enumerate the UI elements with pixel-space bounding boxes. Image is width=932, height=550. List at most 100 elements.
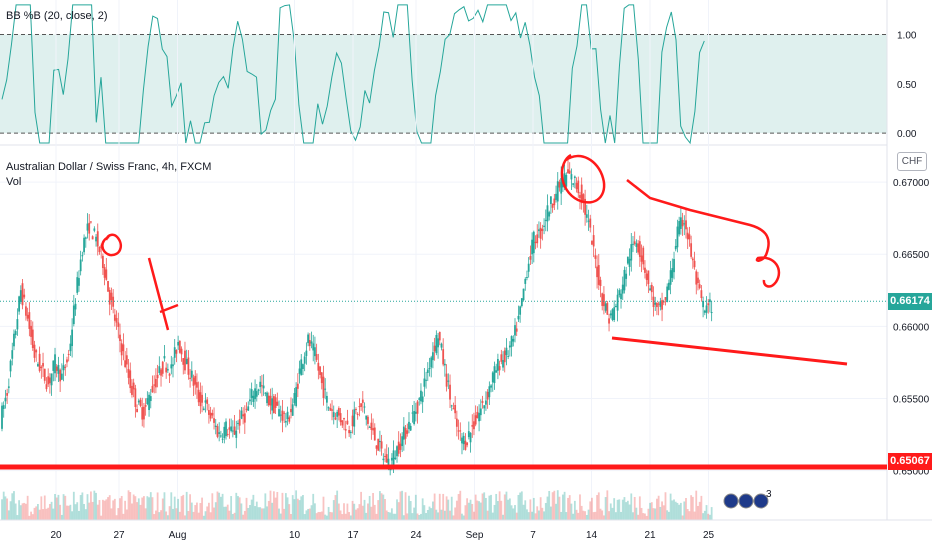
volume-bar bbox=[255, 501, 258, 520]
candle-body bbox=[394, 457, 397, 460]
candle-body bbox=[272, 396, 275, 414]
volume-bar bbox=[54, 494, 56, 520]
candle-body bbox=[151, 385, 154, 393]
volume-bar bbox=[267, 500, 270, 520]
time-axis[interactable]: 20 27 Aug 10 17 24 Sep 7 14 21 25 bbox=[50, 530, 714, 541]
volume-bar bbox=[652, 508, 655, 520]
volume-bar bbox=[668, 511, 670, 520]
volume-bar bbox=[129, 492, 132, 520]
lower-trendline-drawing[interactable] bbox=[611, 336, 848, 366]
volume-bar bbox=[100, 515, 103, 520]
candle-body bbox=[101, 255, 104, 268]
volume-bar bbox=[632, 512, 634, 520]
candle-body bbox=[240, 410, 243, 419]
candle-body bbox=[76, 277, 79, 293]
candle-body bbox=[572, 183, 575, 185]
candle-body bbox=[84, 237, 87, 239]
volume-bar bbox=[514, 505, 516, 520]
candle-body bbox=[95, 236, 97, 242]
candle-body bbox=[72, 305, 75, 325]
volume-bar bbox=[498, 491, 501, 520]
upper-trendline-drawing[interactable] bbox=[626, 179, 781, 288]
volume-bar bbox=[661, 501, 663, 520]
candle-body bbox=[421, 396, 424, 403]
circle-mark-top[interactable] bbox=[560, 153, 606, 204]
volume-bar bbox=[688, 511, 691, 520]
candle-body bbox=[93, 228, 96, 231]
candle-body bbox=[520, 298, 523, 307]
volume-bar bbox=[432, 501, 434, 520]
event-flag-icon[interactable] bbox=[723, 493, 739, 509]
arrow-mark-down[interactable] bbox=[147, 257, 179, 331]
economic-events-icons[interactable]: 3 bbox=[723, 489, 772, 509]
candle-body bbox=[182, 358, 185, 365]
candle-body bbox=[428, 368, 431, 370]
bb-percent-b-pane[interactable] bbox=[0, 4, 887, 145]
candle-body bbox=[300, 359, 303, 376]
volume-bar bbox=[681, 515, 684, 520]
candle-body bbox=[683, 223, 686, 225]
event-flag-icon[interactable] bbox=[738, 493, 754, 509]
candle-body bbox=[457, 430, 460, 432]
volume-bar bbox=[599, 508, 602, 520]
volume-bar bbox=[495, 493, 498, 520]
volume-bar bbox=[67, 505, 70, 520]
volume-bar bbox=[505, 491, 508, 520]
candle-body bbox=[498, 366, 501, 371]
volume-bar bbox=[611, 507, 614, 520]
volume-bar bbox=[43, 495, 46, 520]
volume-bar bbox=[110, 508, 113, 520]
candle-body bbox=[505, 347, 508, 356]
candle-body bbox=[502, 359, 504, 368]
volume-bar bbox=[478, 501, 480, 520]
volume-bar bbox=[592, 512, 595, 520]
candle-body bbox=[538, 229, 540, 232]
volume-bar bbox=[52, 508, 55, 520]
volume-bar bbox=[173, 496, 176, 520]
volume-bar bbox=[315, 513, 318, 520]
candle-body bbox=[529, 256, 532, 260]
candle-body bbox=[326, 395, 328, 403]
candle-body bbox=[373, 427, 376, 441]
candle-body bbox=[623, 269, 626, 291]
currency-badge[interactable]: CHF bbox=[897, 152, 927, 171]
indicator-tick-label: 0.00 bbox=[897, 129, 917, 140]
volume-bar bbox=[608, 511, 610, 520]
volume-bar bbox=[327, 506, 330, 520]
price-scale[interactable]: 0.67000 0.66500 0.66000 0.65500 0.65000 bbox=[893, 178, 930, 478]
candle-body bbox=[267, 395, 270, 406]
volume-bar bbox=[47, 507, 50, 520]
candle-body bbox=[14, 331, 17, 335]
indicator-scale[interactable]: 1.00 0.50 0.00 bbox=[897, 31, 917, 141]
volume-bar bbox=[555, 503, 557, 520]
indicator-tick-label: 1.00 bbox=[897, 31, 917, 42]
candle-body bbox=[438, 331, 441, 341]
candle-body bbox=[226, 433, 229, 435]
candle-body bbox=[628, 258, 631, 267]
volume-bar bbox=[363, 499, 366, 520]
volume-bar bbox=[286, 497, 289, 520]
volume-bar bbox=[526, 509, 528, 520]
candle-body bbox=[43, 368, 46, 381]
candle-body bbox=[575, 182, 578, 190]
candle-body bbox=[250, 389, 253, 398]
circle-mark-high-1[interactable] bbox=[101, 233, 122, 257]
user-drawings[interactable] bbox=[0, 153, 887, 470]
volume-bar bbox=[308, 508, 311, 520]
volume-bar bbox=[243, 510, 246, 520]
event-flag-icon[interactable] bbox=[753, 493, 769, 509]
volume-bar bbox=[18, 500, 20, 520]
volume-bar bbox=[337, 503, 340, 520]
volume-bar bbox=[185, 491, 188, 520]
volume-bar bbox=[411, 513, 414, 520]
price-tick-label: 0.66500 bbox=[893, 250, 930, 261]
volume-bar bbox=[671, 500, 674, 520]
candle-body bbox=[317, 362, 320, 371]
candle-body bbox=[55, 366, 58, 371]
price-pane[interactable] bbox=[0, 0, 887, 520]
candle-body bbox=[26, 314, 29, 319]
time-tick-label: 20 bbox=[50, 530, 62, 541]
candle-body bbox=[18, 296, 20, 312]
candle-body bbox=[168, 373, 171, 376]
